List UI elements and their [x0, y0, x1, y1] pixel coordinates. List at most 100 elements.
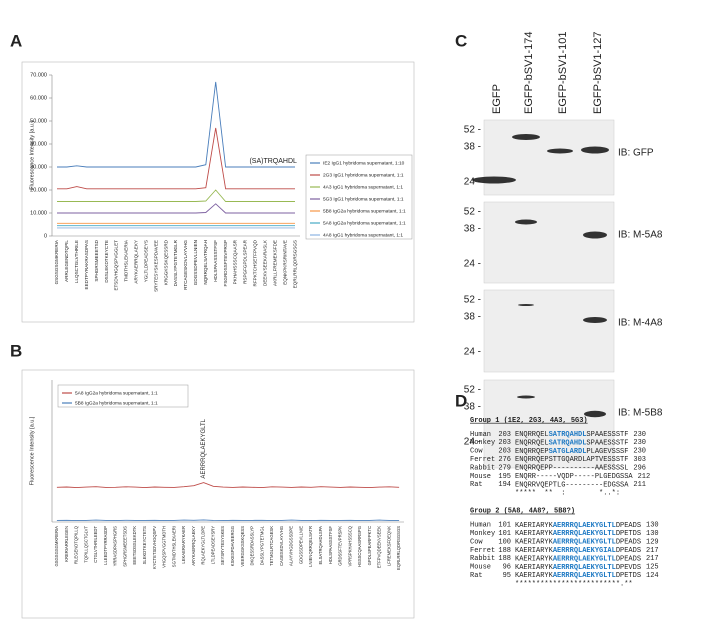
legend-label: 5B8 IgG2a hybridoma supernatant, 1:1 [323, 208, 406, 214]
lane-label: EGFP-bSV1-127 [592, 31, 604, 114]
x-tick-label: LLQSCTGLVTHRILE [74, 240, 79, 283]
group-title: Group 2 (5A8, 4A8?, 5B8?) [470, 508, 575, 516]
x-tick-label: ARYKAERRQLAEKY [191, 526, 196, 566]
seq-part: SATGLARDL [549, 448, 587, 456]
sequence: KAERIARYKAERRRQLAEKYGLTLDPEVDS [515, 564, 641, 572]
seq-end: 124 [646, 572, 659, 580]
x-tick-label: LFREMEKSFDEQNK [386, 526, 391, 566]
seq-start: 188 [498, 547, 511, 555]
seq-start: 276 [498, 456, 511, 464]
seq-part: ENQRRQEL [515, 439, 549, 447]
seq-end: 230 [633, 448, 646, 456]
consensus: ***** ** : *..*: [515, 490, 620, 498]
x-tick-label: DEEKVSEEKARASLK [262, 239, 267, 286]
seq-start: 95 [503, 572, 511, 580]
species: Mouse [470, 473, 491, 481]
x-tick-label: TETMGLRTCAGESK [269, 526, 274, 566]
y-tick-label: 0 [44, 233, 47, 239]
species: Ferret [470, 456, 495, 464]
x-tick-label: HDLSPAASSSTFSF [213, 240, 218, 282]
legend-label: 5B8 IgG2a hybridoma supernatant, 1:1 [75, 400, 158, 406]
legend-label: 5A8 IgG2a hybridoma supernatant, 1:1 [323, 220, 406, 226]
seq-end: 303 [633, 456, 646, 464]
seq-start: 194 [498, 481, 511, 489]
seq-end: 217 [646, 547, 659, 555]
seq-part: AERRRQLAEKYGLTL [553, 555, 616, 563]
seq-start: 188 [498, 555, 511, 563]
x-tick-label: KRERIARRLEGEN [64, 526, 69, 562]
marker-label: 52 - [464, 385, 481, 396]
sequence: KAERIARYKAERRRQLAEKYGIALDPEADS [515, 547, 641, 555]
x-tick-label: RTCAGESKDVLAYVHG [183, 240, 188, 290]
x-tick-label: SPHGRSMEEETSD [94, 239, 99, 281]
seq-part: AERRRQLAEKYGIAL [553, 547, 616, 555]
species: Cow [470, 538, 483, 546]
seq-start: 101 [498, 522, 511, 530]
blot-band [583, 231, 607, 239]
blot-band [583, 317, 607, 323]
panel-label: C [455, 31, 467, 50]
legend-label: 5A8 IgG2a hybridoma supernatant, 1:1 [75, 390, 158, 396]
marker-label: 38 - [464, 312, 481, 323]
blot-band [547, 148, 573, 154]
sequence: ENQRRQELSATRQAHDLSPAAESSSTF [515, 439, 628, 447]
legend-label: 4A3 IgG1 hybridoma supernatant, 1:1 [323, 184, 403, 190]
seq-part: KAERIARYK [515, 522, 554, 530]
x-tick-label: DSSLEKDTKEYCTE [104, 240, 109, 283]
seq-part: ENQRRVQEPTLG---------EDGSSA [515, 481, 629, 489]
seq-part: KAERIARYK [515, 547, 554, 555]
legend-label: 4A8 IgG1 hybridoma supernatant, 1:1 [323, 232, 403, 238]
seq-start: 279 [498, 464, 511, 472]
blot-panel [483, 201, 615, 284]
seq-part: AERRRQLAEKYGLTL [553, 522, 616, 530]
x-tick-label: EQRLRRLQDRSGSGS [292, 240, 297, 288]
species: Monkey [470, 530, 495, 538]
sequence: ENQRR-----VQDP-----PLGEDGSSA [515, 473, 633, 481]
x-tick-label: HDLSPAASSSTFSF [328, 526, 333, 565]
seq-part: KAERIARYK [515, 538, 554, 546]
x-tick-label: HSSSCQAASRRSPG [357, 526, 362, 567]
x-tick-label: VPRSPKHAHSSSCQ [347, 525, 352, 566]
series-line [57, 189, 295, 202]
sequence: KAERIARYKAERRRQLAEKYGLTLDPEADS [515, 522, 641, 530]
x-tick-label: ETSDVHGQSPVGGLET [114, 240, 119, 291]
x-tick-label: RLEGENDTQPILLQ [74, 525, 79, 564]
marker-label: 52 - [464, 207, 481, 218]
x-tick-label: LTLDPEADSEYSRY [210, 526, 215, 564]
sequence: ENQRRQEPP----------AAESSSSL [515, 464, 628, 472]
species: Rat [470, 572, 483, 580]
x-tick-label: YRRASDPASPHGRS [113, 526, 118, 567]
marker-label: 24 - [464, 259, 481, 270]
seq-part: DPETDS [616, 572, 641, 580]
marker-label: 24 - [464, 347, 481, 358]
x-tick-label: YGLTLDPEADSEYS [143, 240, 148, 282]
seq-start: 96 [503, 564, 511, 572]
seq-part: SPAAESSSTF [586, 439, 628, 447]
legend-label: IE2 IgG1 hybridoma supernatant, 1:10 [323, 160, 405, 166]
x-tick-label: ALAYVHGDGSSDPE [289, 526, 294, 566]
seq-end: 130 [646, 522, 659, 530]
seq-end: 129 [646, 538, 659, 546]
species: Human [470, 431, 491, 439]
species: Human [470, 522, 491, 530]
blot-band [515, 219, 537, 225]
seq-end: 130 [646, 530, 659, 538]
x-tick-label: PKHAHSSSCQAASR [233, 239, 238, 284]
x-tick-label: RSPGFGPDLSPEAR [243, 239, 248, 284]
seq-part: DPETDS [616, 530, 641, 538]
legend-label: 2G3 IgG1 hybridoma supernatant, 1:1 [323, 172, 404, 178]
lane-label: EGFP-bSV1-101 [557, 31, 569, 114]
x-tick-label: ETFPVQDEEKVSEEK [377, 526, 382, 568]
legend-label: 5G3 IgG1 hybridoma supernatant, 1:1 [323, 196, 404, 202]
species: Mouse [470, 564, 491, 572]
seq-part: ENQRRQEP [515, 448, 549, 456]
y-tick-label: 60.000 [30, 95, 47, 101]
legend-box [57, 384, 189, 408]
seq-part: SATRQAHDL [549, 431, 587, 439]
x-tick-label: NQRRQELSATRQAH [203, 240, 208, 285]
seq-part: AERRRQLAEKYGLTL [553, 564, 616, 572]
marker-label: 24 - [464, 177, 481, 188]
legend-box [305, 154, 413, 240]
y-tick-label: 30.000 [30, 164, 47, 170]
seq-part: DPEADS [616, 522, 641, 530]
